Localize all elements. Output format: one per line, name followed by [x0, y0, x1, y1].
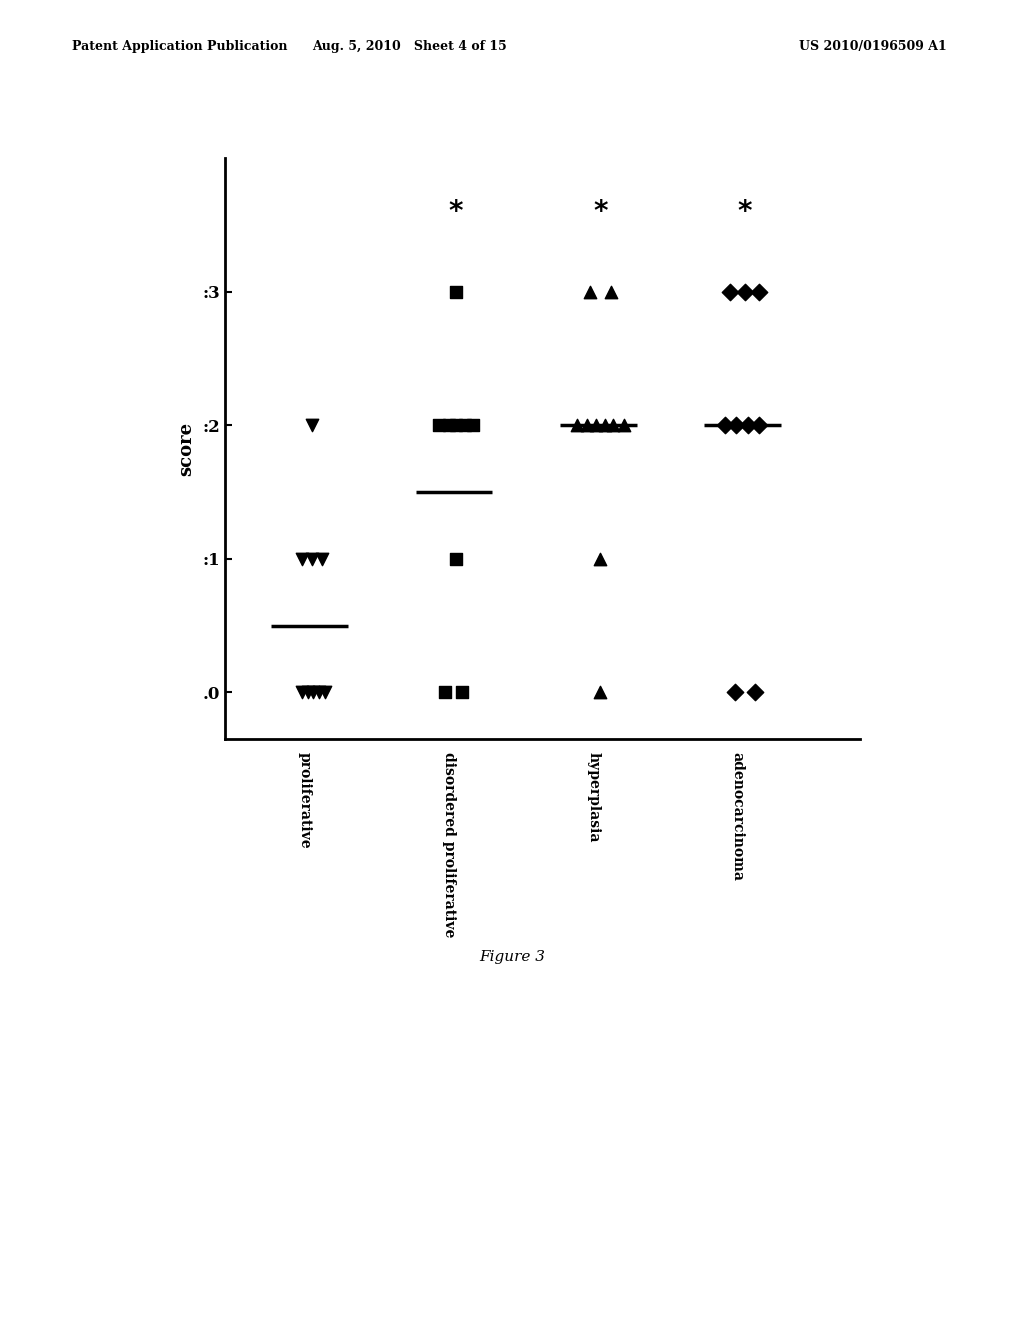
Point — [751, 414, 767, 436]
Point — [316, 682, 333, 704]
Point — [605, 414, 622, 436]
Text: *: * — [449, 198, 464, 226]
Point — [597, 414, 613, 436]
Point — [313, 548, 330, 569]
Point — [304, 548, 321, 569]
Point — [751, 281, 767, 302]
Point — [739, 414, 756, 436]
Point — [717, 414, 733, 436]
Text: hyperplasia: hyperplasia — [587, 752, 600, 843]
Point — [588, 414, 604, 436]
Text: *: * — [737, 198, 752, 226]
Text: Aug. 5, 2010   Sheet 4 of 15: Aug. 5, 2010 Sheet 4 of 15 — [312, 40, 507, 53]
Text: Figure 3: Figure 3 — [479, 950, 545, 965]
Point — [440, 414, 457, 436]
Point — [447, 281, 464, 302]
Point — [431, 414, 447, 436]
Point — [726, 682, 742, 704]
Point — [454, 682, 470, 704]
Point — [447, 414, 464, 436]
Point — [580, 414, 596, 436]
Point — [436, 682, 453, 704]
Point — [722, 281, 738, 302]
Point — [305, 682, 322, 704]
Text: Patent Application Publication: Patent Application Publication — [72, 40, 287, 53]
Point — [569, 414, 586, 436]
Point — [294, 548, 310, 569]
Point — [457, 414, 473, 436]
Point — [294, 682, 310, 704]
Text: disordered proliferative: disordered proliferative — [442, 752, 456, 937]
Point — [602, 281, 618, 302]
Point — [299, 682, 315, 704]
Point — [582, 281, 598, 302]
Point — [592, 682, 608, 704]
Point — [728, 414, 744, 436]
Point — [465, 414, 481, 436]
Text: proliferative: proliferative — [298, 752, 312, 849]
Point — [592, 548, 608, 569]
Point — [311, 682, 328, 704]
Point — [304, 414, 321, 436]
Point — [736, 281, 753, 302]
Text: adenocarcinoma: adenocarcinoma — [731, 752, 744, 882]
Point — [615, 414, 632, 436]
Text: *: * — [593, 198, 607, 226]
Y-axis label: score: score — [178, 421, 196, 477]
Point — [746, 682, 763, 704]
Text: US 2010/0196509 A1: US 2010/0196509 A1 — [799, 40, 946, 53]
Point — [447, 548, 464, 569]
